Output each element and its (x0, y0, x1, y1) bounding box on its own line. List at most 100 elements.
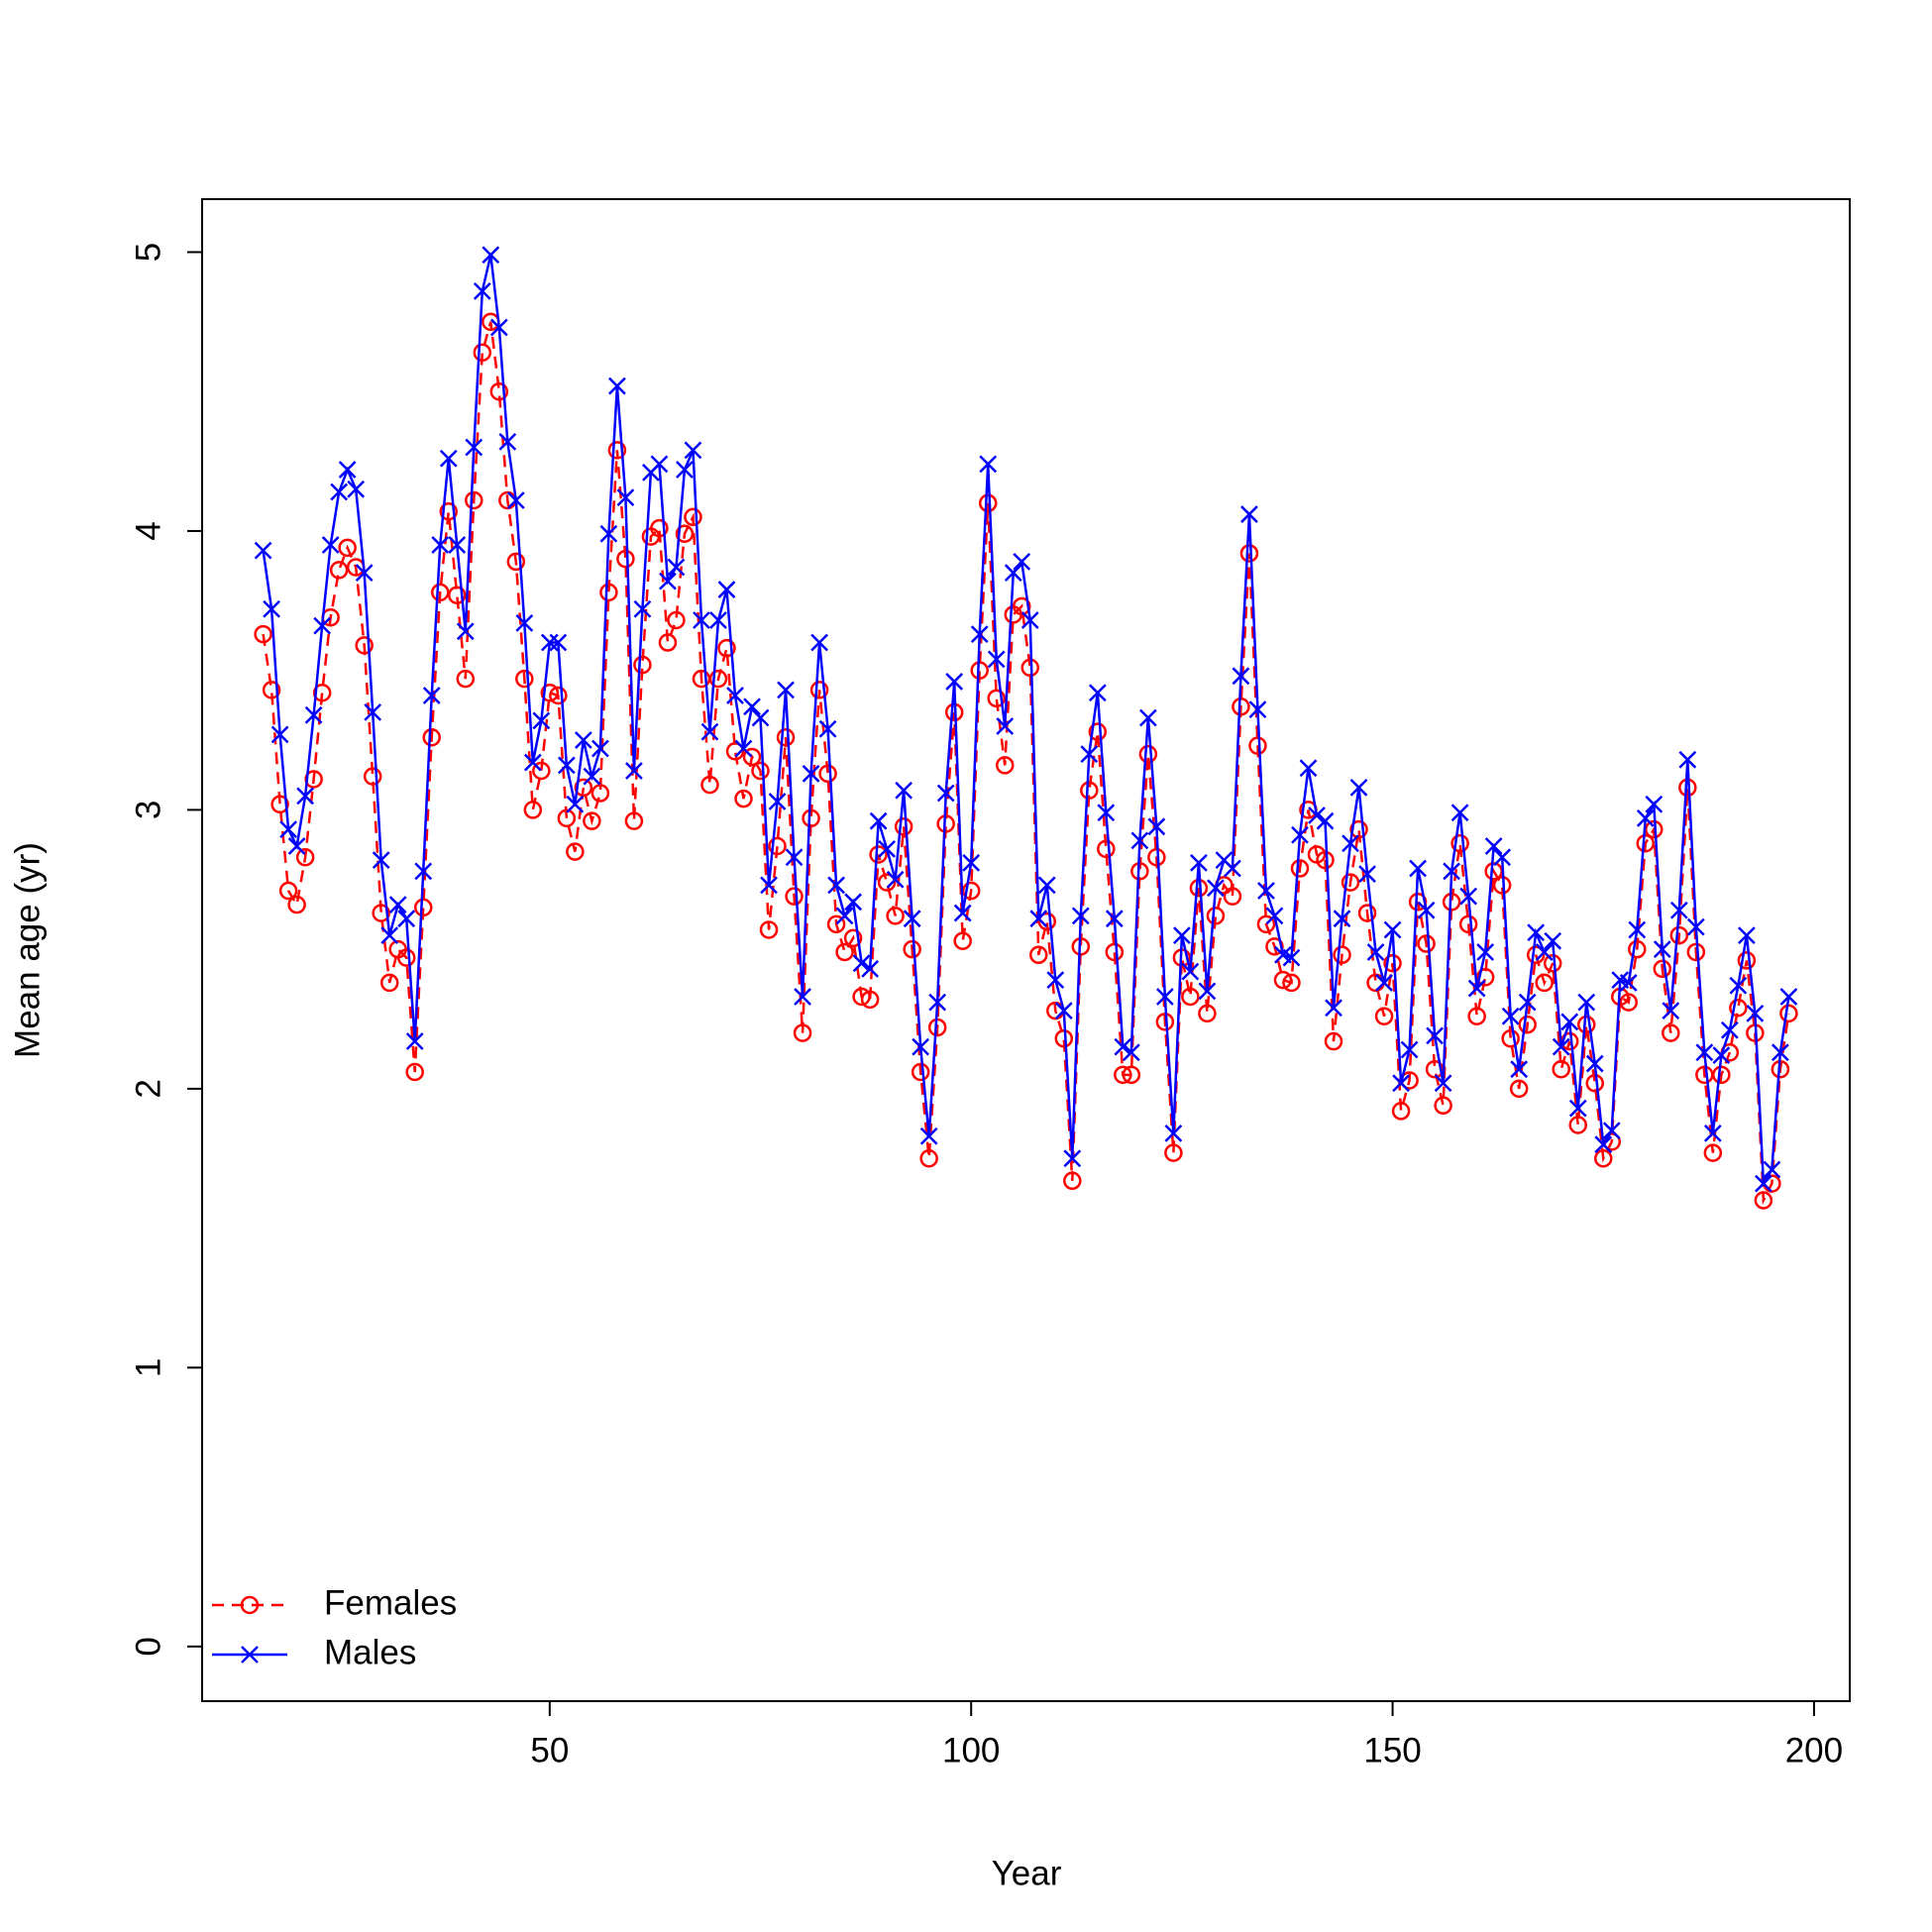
point (962, 854, 981, 872)
point (785, 887, 804, 906)
point (1097, 839, 1116, 859)
point (473, 282, 491, 300)
point (1071, 907, 1090, 925)
point (1391, 1102, 1411, 1121)
point (557, 808, 577, 828)
point (1434, 1096, 1452, 1116)
y-tick-label: 2 (129, 1079, 167, 1098)
point (1290, 859, 1310, 878)
point (1004, 564, 1022, 583)
point (953, 904, 972, 922)
point (1147, 817, 1166, 836)
point (1265, 907, 1284, 925)
point (725, 742, 745, 761)
point (1013, 553, 1031, 571)
point (557, 756, 576, 775)
point (1669, 901, 1688, 919)
point (1256, 914, 1276, 934)
point (1712, 1046, 1731, 1064)
point (1349, 779, 1368, 797)
point (1248, 700, 1267, 718)
point (1662, 1023, 1680, 1042)
point (338, 461, 357, 479)
point (1190, 854, 1208, 872)
point (1568, 1099, 1587, 1118)
point (1678, 750, 1697, 769)
point (1206, 907, 1226, 925)
point (776, 727, 796, 747)
point (414, 862, 433, 881)
point (708, 669, 728, 689)
point (396, 948, 416, 967)
point (1509, 1079, 1529, 1099)
x-tick-label: 150 (1363, 1731, 1421, 1770)
point (1037, 876, 1056, 895)
point (616, 488, 635, 507)
point (717, 638, 736, 658)
point (1771, 1043, 1789, 1062)
point (659, 572, 677, 590)
point (1122, 1043, 1140, 1062)
point (1577, 993, 1596, 1012)
point (1383, 920, 1402, 939)
point (625, 762, 643, 780)
point (1476, 943, 1495, 961)
point (482, 246, 500, 265)
point (1552, 1059, 1570, 1079)
point (607, 441, 627, 460)
point (818, 764, 837, 784)
point (448, 536, 467, 554)
point (1737, 951, 1757, 970)
point (1417, 901, 1436, 919)
point (321, 536, 340, 554)
point (726, 687, 744, 704)
series-line (262, 255, 1790, 1188)
point (1257, 882, 1275, 900)
point (363, 767, 382, 786)
point (583, 811, 601, 830)
point (1392, 1074, 1410, 1093)
point (1374, 1007, 1394, 1025)
point (751, 708, 770, 727)
point (650, 518, 669, 538)
point (1695, 1043, 1714, 1062)
point (1138, 708, 1157, 727)
point (1593, 1149, 1613, 1168)
point (961, 881, 981, 901)
point (1619, 974, 1638, 992)
point (1088, 722, 1108, 741)
point (843, 928, 863, 948)
point (1450, 804, 1469, 822)
point (667, 610, 686, 630)
point (1628, 939, 1647, 959)
point (1754, 1191, 1773, 1210)
x-tick-label: 50 (530, 1731, 569, 1770)
point (1325, 999, 1342, 1018)
point (1181, 987, 1200, 1007)
point (1316, 811, 1335, 830)
point (1779, 988, 1798, 1006)
point (1619, 993, 1639, 1012)
point (1703, 1125, 1722, 1142)
point (709, 611, 727, 629)
point (431, 536, 450, 554)
point (1333, 910, 1351, 928)
point (1164, 1143, 1183, 1162)
point (1383, 953, 1402, 973)
point (532, 761, 551, 781)
point (287, 837, 306, 855)
point (1273, 970, 1293, 990)
point (1434, 1074, 1452, 1093)
series-line (262, 321, 1790, 1206)
point (903, 910, 921, 928)
point (549, 686, 568, 705)
point (1114, 1037, 1132, 1056)
point (523, 801, 543, 819)
point (1493, 848, 1512, 867)
point (1518, 993, 1537, 1012)
point (1737, 926, 1756, 944)
point (1172, 926, 1191, 944)
point (700, 722, 719, 741)
point (1518, 1015, 1537, 1034)
point (953, 931, 972, 950)
